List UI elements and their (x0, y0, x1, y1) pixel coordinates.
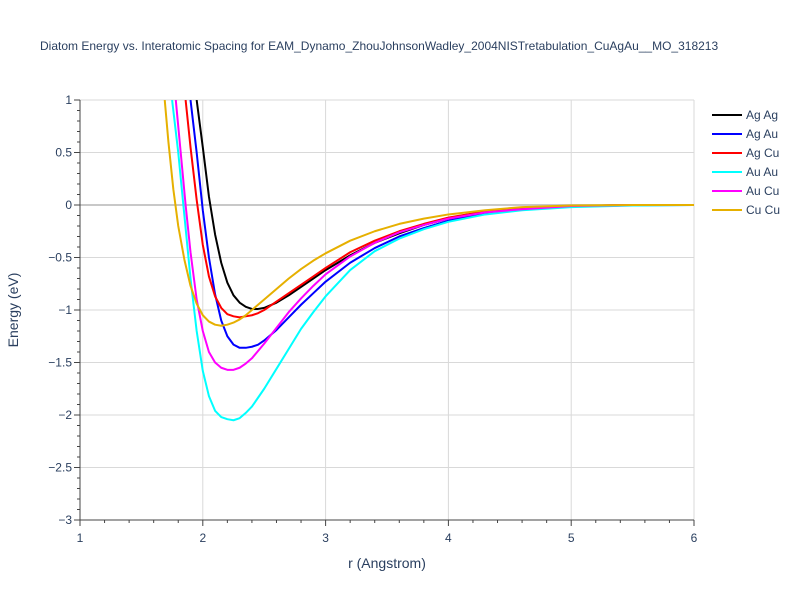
legend: Ag Ag Ag Au Ag Cu Au Au Au Cu Cu Cu (712, 108, 780, 217)
grid-layer (80, 99, 695, 520)
x-tick-label: 5 (568, 531, 575, 545)
series-line-au-au (171, 100, 694, 422)
x-axis-title: r (Angstrom) (348, 555, 426, 571)
series-layer (163, 100, 694, 422)
y-axis-title: Energy (eV) (5, 273, 21, 348)
legend-item[interactable]: Au Au (712, 165, 778, 179)
y-tick-label: −1.5 (48, 356, 72, 370)
legend-label: Au Au (746, 165, 778, 179)
legend-label: Ag Cu (746, 146, 779, 160)
legend-item[interactable]: Ag Ag (712, 108, 778, 122)
chart-title: Diatom Energy vs. Interatomic Spacing fo… (40, 39, 718, 53)
x-tick-label: 4 (445, 531, 452, 545)
y-tick-label: −2.5 (48, 461, 72, 475)
y-tick-label: −1 (58, 303, 72, 317)
legend-label: Cu Cu (746, 203, 780, 217)
series-line-ag-cu (184, 100, 694, 319)
series-line-cu-cu (163, 100, 694, 327)
y-tick-label: −0.5 (48, 251, 72, 265)
series-line-au-cu (174, 100, 694, 371)
legend-label: Ag Ag (746, 108, 778, 122)
x-tick-label: 1 (77, 531, 84, 545)
y-tick-label: 0.5 (55, 146, 72, 160)
x-tick-label: 3 (322, 531, 329, 545)
legend-label: Au Cu (746, 184, 779, 198)
y-tick-label: −2 (58, 408, 72, 422)
y-tick-label: 0 (65, 198, 72, 212)
legend-label: Ag Au (746, 127, 778, 141)
series-line-ag-au (189, 100, 694, 349)
legend-item[interactable]: Ag Cu (712, 146, 779, 160)
legend-item[interactable]: Cu Cu (712, 203, 780, 217)
y-tick-label: −3 (58, 513, 72, 527)
x-tick-label: 6 (691, 531, 698, 545)
legend-item[interactable]: Ag Au (712, 127, 778, 141)
axis-layer: 1 2 3 4 5 6 1 0.5 0 −0.5 −1 −1.5 −2 −2.5 −3 (48, 93, 697, 545)
y-tick-label: 1 (65, 93, 72, 107)
legend-item[interactable]: Au Cu (712, 184, 779, 198)
x-tick-label: 2 (199, 531, 206, 545)
